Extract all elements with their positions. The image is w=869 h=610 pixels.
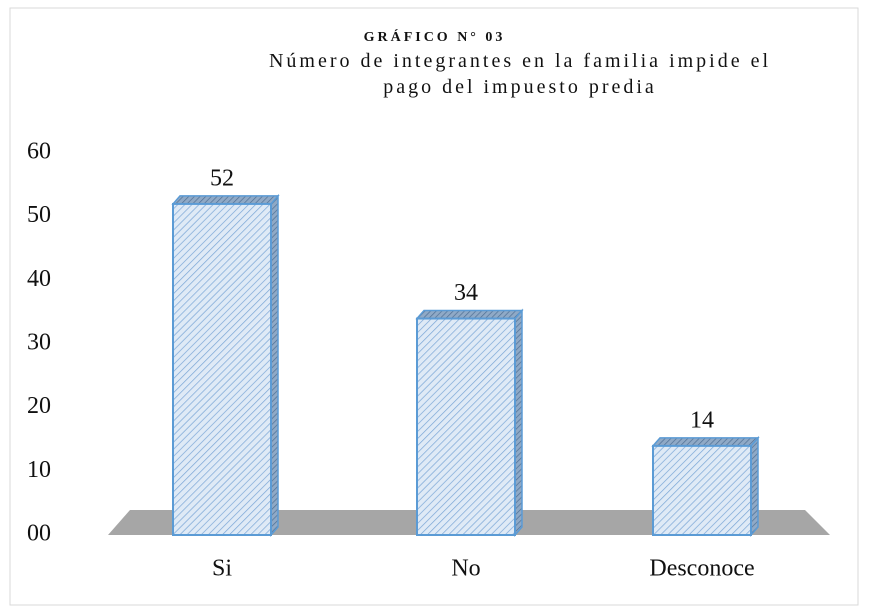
y-tick-label: 40 xyxy=(27,266,51,292)
bar xyxy=(416,317,516,536)
chart-subtitle: Número de integrantes en la familia impi… xyxy=(268,50,772,98)
value-label: 14 xyxy=(690,407,714,433)
value-label: 52 xyxy=(210,165,234,191)
x-tick-label: Desconoce xyxy=(649,556,754,582)
frame xyxy=(9,7,859,606)
y-tick-label: 30 xyxy=(27,330,51,356)
bar-side xyxy=(270,193,279,537)
y-tick-label: 60 xyxy=(27,139,51,165)
y-tick-label: 20 xyxy=(27,393,51,419)
x-tick-label: No xyxy=(451,556,480,582)
bar-top xyxy=(651,437,760,447)
bar-top xyxy=(171,195,280,205)
value-label: 34 xyxy=(454,280,478,306)
bar-top xyxy=(415,309,524,320)
bar-side xyxy=(514,308,523,537)
x-tick-label: Si xyxy=(212,556,232,582)
chart-title: GRÁFICO N° 03 xyxy=(363,30,506,45)
y-tick-label: 10 xyxy=(27,457,51,483)
y-tick-label: 50 xyxy=(27,202,51,228)
bar xyxy=(172,202,272,537)
y-tick-label: 00 xyxy=(27,521,51,547)
bar-side xyxy=(750,435,759,537)
bar xyxy=(652,444,752,536)
